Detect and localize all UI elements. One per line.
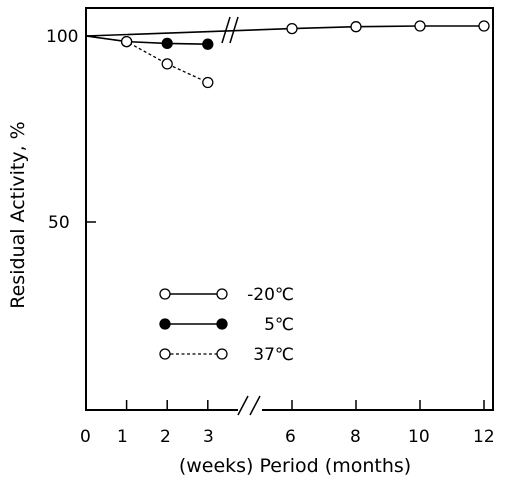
x-tick-label-0w: 0 — [80, 427, 91, 447]
legend-marker-2-1 — [216, 348, 228, 360]
data-point-s0-p4 — [478, 20, 490, 32]
legend-marker-0-1 — [216, 288, 228, 300]
legend-marker-1-0 — [159, 318, 171, 330]
data-point-s2-p2 — [161, 58, 173, 70]
y-tick-label-100: 100 — [46, 27, 78, 47]
x-tick-label-3w: 3 — [203, 427, 214, 447]
x-tick-label-12m: 12 — [473, 427, 495, 447]
plot-frame — [85, 7, 494, 411]
legend-marker-2-0 — [159, 348, 171, 360]
legend-label-0: -20℃ — [247, 285, 294, 305]
x-tick-label-10m: 10 — [408, 427, 430, 447]
legend-marker-1-1 — [216, 318, 228, 330]
data-point-s2-p1 — [120, 35, 133, 48]
data-point-s2-p3 — [202, 76, 214, 89]
data-point-s0-p2 — [350, 21, 362, 33]
legend: -20℃ 5℃ 37℃ — [159, 285, 294, 365]
data-point-s1-p3 — [202, 38, 214, 50]
y-tick-label-50: 50 — [48, 213, 70, 233]
data-point-s1-p2 — [161, 37, 173, 50]
data-point-s0-p3 — [414, 20, 426, 32]
x-tick-label-2w: 2 — [160, 427, 171, 447]
x-tick-label-6m: 6 — [285, 427, 296, 447]
x-axis-title: (weeks) Period (months) — [179, 455, 411, 477]
axis-break-bottom — [237, 394, 262, 418]
x-tick-label-1w: 1 — [117, 427, 128, 447]
legend-label-2: 37℃ — [253, 345, 294, 365]
series-line-1 — [85, 35, 208, 45]
legend-label-1: 5℃ — [264, 315, 294, 335]
y-axis-title: Residual Activity, % — [7, 121, 29, 308]
x-tick-label-8m: 8 — [350, 427, 361, 447]
legend-marker-0-0 — [159, 288, 171, 300]
data-point-s0-p1 — [286, 22, 298, 35]
